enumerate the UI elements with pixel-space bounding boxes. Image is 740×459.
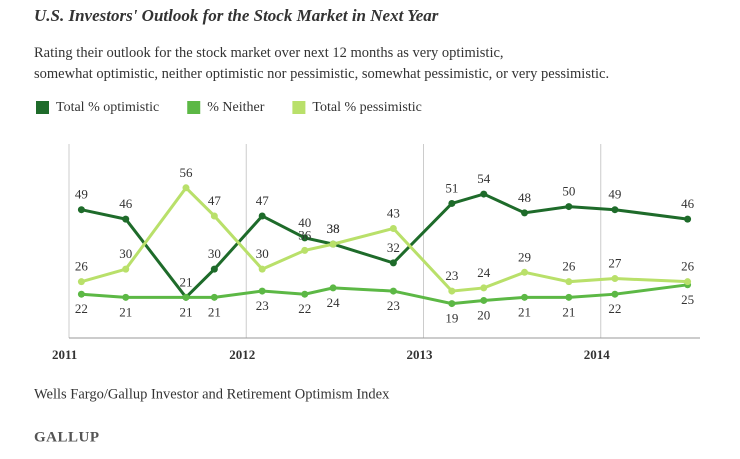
data-point <box>122 215 130 223</box>
x-tick-label: 2013 <box>406 347 433 362</box>
data-label: 30 <box>256 246 269 261</box>
data-point <box>182 184 190 192</box>
data-label: 21 <box>562 304 575 319</box>
data-label: 23 <box>445 268 458 283</box>
data-label: 51 <box>445 180 458 195</box>
data-point <box>684 215 692 223</box>
data-label: 22 <box>298 301 311 316</box>
data-point <box>210 265 218 273</box>
series-line <box>81 192 688 300</box>
series-line <box>80 185 688 293</box>
data-point <box>521 209 529 217</box>
data-point <box>122 265 130 273</box>
data-point <box>77 278 85 286</box>
chart-subtitle: Rating their outlook for the stock marke… <box>34 45 609 82</box>
data-label: 26 <box>562 259 576 274</box>
data-label: 40 <box>298 215 311 230</box>
data-label: 22 <box>608 301 621 316</box>
data-label: 54 <box>477 171 491 186</box>
data-point <box>448 199 456 207</box>
data-point <box>77 290 85 298</box>
data-point <box>389 287 397 295</box>
data-label: 21 <box>119 304 132 319</box>
data-label: 24 <box>327 295 341 310</box>
data-point <box>611 290 619 298</box>
data-label: 32 <box>387 240 400 255</box>
data-point <box>480 296 488 304</box>
data-label: 20 <box>477 307 490 322</box>
brand: GALLUP <box>34 429 100 445</box>
data-point <box>301 246 309 254</box>
data-label: 27 <box>608 256 622 271</box>
x-tick-label: 2012 <box>229 347 255 362</box>
data-label: 46 <box>681 196 695 211</box>
data-label: 23 <box>256 298 269 313</box>
source-note: Wells Fargo/Gallup Investor and Retireme… <box>34 386 390 402</box>
data-point <box>565 203 573 211</box>
series-line <box>81 283 688 306</box>
data-point <box>329 284 337 292</box>
data-point <box>389 259 397 267</box>
data-label: 26 <box>681 259 695 274</box>
data-point <box>301 290 309 298</box>
data-point <box>480 284 488 292</box>
data-label: 29 <box>518 249 531 264</box>
data-point <box>565 278 573 286</box>
data-point <box>480 190 488 198</box>
data-label: 25 <box>681 292 694 307</box>
data-point <box>77 206 85 214</box>
data-point <box>611 206 619 214</box>
x-tick-label: 2014 <box>584 347 611 362</box>
data-label: 50 <box>562 184 575 199</box>
data-point <box>258 287 266 295</box>
data-label: 21 <box>179 274 192 289</box>
data-label: 38 <box>327 221 340 236</box>
legend-swatch <box>292 101 306 114</box>
data-point <box>301 234 309 242</box>
data-label: 47 <box>208 193 222 208</box>
legend-label: % Neither <box>207 100 264 115</box>
data-point <box>611 275 619 283</box>
data-label: 22 <box>75 301 88 316</box>
data-label: 21 <box>208 304 221 319</box>
data-label: 36 <box>298 227 312 242</box>
data-point <box>258 212 266 220</box>
data-point <box>210 212 218 220</box>
data-point <box>182 293 190 301</box>
legend-label: Total % pessimistic <box>312 100 421 115</box>
data-label: 47 <box>256 193 270 208</box>
data-label: 48 <box>518 190 531 205</box>
data-label: 56 <box>179 165 193 180</box>
data-point <box>258 265 266 273</box>
data-label: 38 <box>327 221 340 236</box>
chart-title: U.S. Investors' Outlook for the Stock Ma… <box>34 6 439 25</box>
data-label: 19 <box>445 311 458 326</box>
data-label: 26 <box>75 259 89 274</box>
data-point <box>210 293 218 301</box>
data-label: 43 <box>387 205 400 220</box>
legend-swatch <box>36 101 49 114</box>
data-point <box>521 293 529 301</box>
data-point <box>389 224 397 232</box>
data-point <box>521 268 529 276</box>
data-point <box>329 240 337 248</box>
data-point <box>684 278 692 286</box>
data-label: 46 <box>119 196 133 211</box>
data-label: 49 <box>75 187 88 202</box>
data-point <box>448 287 456 295</box>
data-point <box>448 300 456 308</box>
data-label: 30 <box>119 246 132 261</box>
x-tick-label: 2011 <box>52 347 77 362</box>
data-label: 23 <box>387 298 400 313</box>
data-label: 30 <box>208 246 221 261</box>
legend-swatch <box>187 101 201 114</box>
data-label: 24 <box>477 265 491 280</box>
data-point <box>122 293 130 301</box>
data-label: 49 <box>608 187 621 202</box>
data-point <box>565 293 573 301</box>
data-label: 21 <box>518 304 531 319</box>
legend-label: Total % optimistic <box>56 100 159 115</box>
data-label: 21 <box>179 304 192 319</box>
